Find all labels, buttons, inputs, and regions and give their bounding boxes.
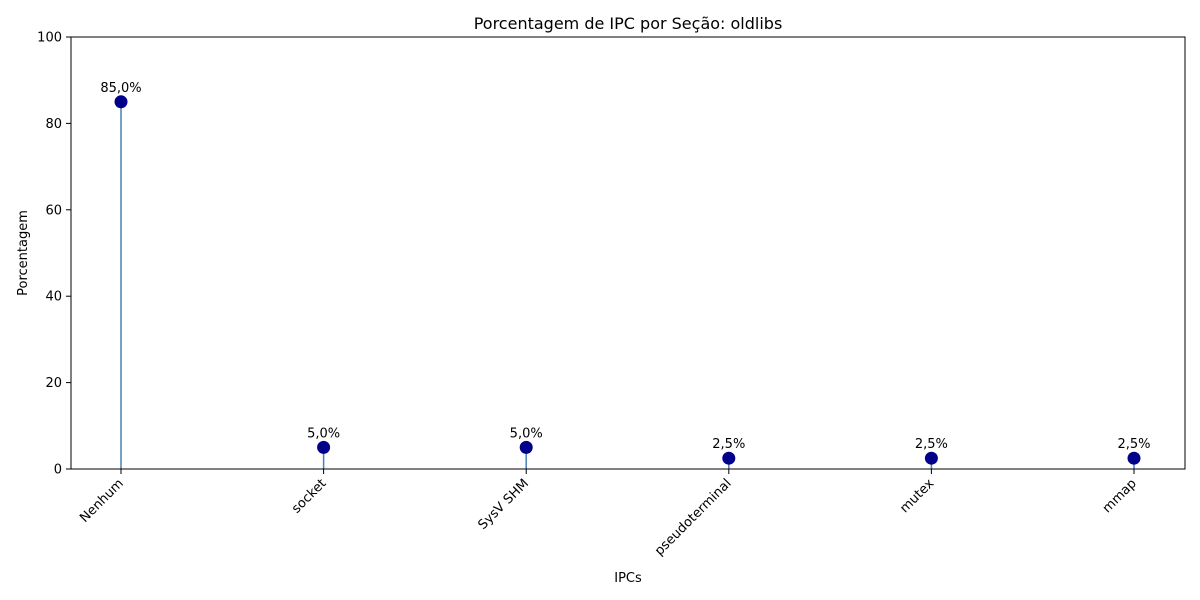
lollipop-marker (317, 440, 331, 454)
lollipop-marker (924, 451, 938, 465)
y-tick-label: 0 (54, 463, 62, 478)
data-label: 85,0% (100, 81, 141, 96)
lollipop-marker (519, 440, 533, 454)
y-axis-label: Porcentagem (16, 210, 31, 296)
y-tick-label: 40 (45, 290, 62, 305)
data-label: 5,0% (510, 426, 543, 441)
lollipop-marker (722, 451, 736, 465)
lollipop-marker (114, 95, 128, 109)
data-label: 2,5% (915, 437, 948, 452)
y-tick-label: 80 (45, 117, 62, 132)
plot-frame (70, 36, 1186, 470)
x-axis-label: IPCs (614, 571, 642, 586)
data-label: 5,0% (307, 426, 340, 441)
y-tick-label: 60 (45, 203, 62, 218)
chart-title: Porcentagem de IPC por Seção: oldlibs (474, 14, 783, 33)
data-label: 2,5% (712, 437, 745, 452)
y-tick-label: 100 (37, 31, 62, 46)
lollipop-marker (1127, 451, 1141, 465)
data-label: 2,5% (1117, 437, 1150, 452)
y-tick-label: 20 (45, 376, 62, 391)
